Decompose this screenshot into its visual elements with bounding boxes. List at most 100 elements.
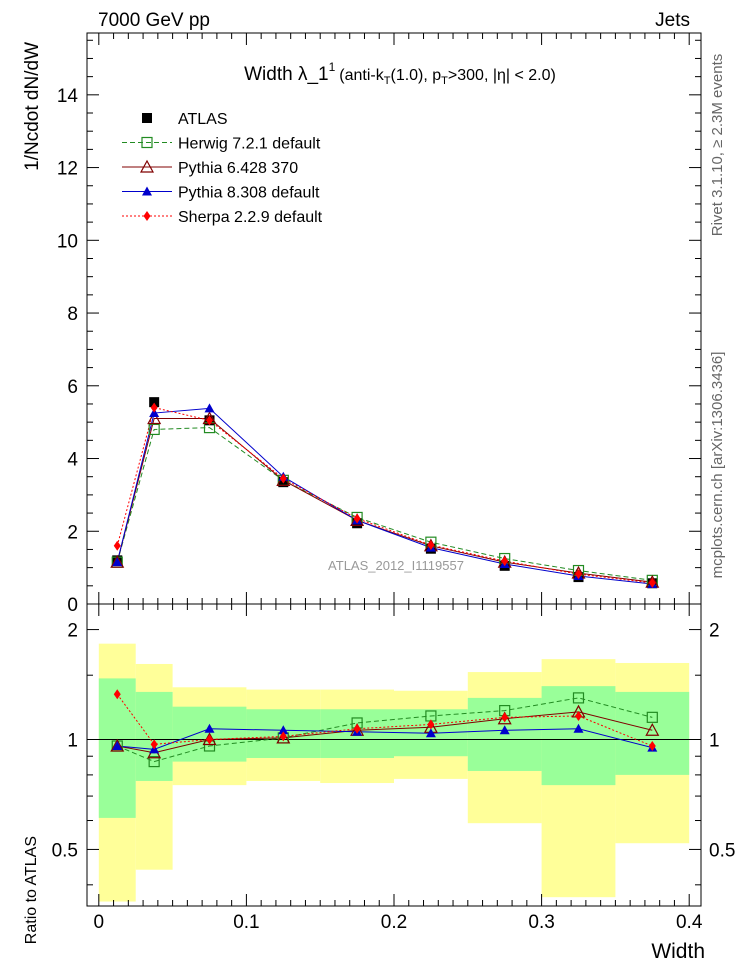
ratio-point-sherpa-2-2-9-default <box>279 731 287 742</box>
ratio-point-sherpa-2-2-9-default <box>206 734 214 745</box>
plot-title-main: Width λ_1 <box>244 64 328 85</box>
legend-marker <box>143 211 151 221</box>
source-label: mcplots.cern.ch [arXiv:1306.3436] <box>709 352 726 579</box>
ratio-plot-area <box>87 689 701 768</box>
main-y-axis: 0 2 4 6 8 10 12 14 <box>57 39 701 616</box>
x-axis-title: Width <box>651 940 705 963</box>
main-y-tick-label: 6 <box>67 377 78 398</box>
main-point-sherpa-2-2-9-default <box>353 513 361 524</box>
ratio-point-pythia-8-308-default <box>278 725 289 735</box>
plot-title-p3: >300, |η| < 2.0) <box>448 67 556 84</box>
legend-marker <box>142 186 152 196</box>
plot-title-p1: (anti-k <box>339 67 384 84</box>
main-ylabel: 1/Ncdot dN/dW <box>22 42 43 171</box>
legend-label: Pythia 8.308 default <box>178 185 320 202</box>
ratio-y-axis: 0.5 0.5 1 1 2 2 <box>52 621 735 886</box>
main-point-atlas <box>149 397 160 408</box>
ratio-point-herwig-7-2-1-default <box>148 755 160 768</box>
band-statistical <box>615 691 690 775</box>
process-label: Jets <box>655 10 690 31</box>
main-point-pythia-8-308-default <box>112 557 123 567</box>
main-line-herwig-7-2-1-default <box>116 427 653 581</box>
ratio-uncertainty-bands <box>98 643 690 902</box>
ratio-point-sherpa-2-2-9-default <box>501 712 509 723</box>
ratio-point-sherpa-2-2-9-default <box>113 689 121 700</box>
legend-item-atlas: ATLAS <box>142 111 228 128</box>
main-point-pythia-6-428-370 <box>147 411 162 425</box>
ratio-y-tick-label-right: 2 <box>709 621 720 642</box>
main-point-sherpa-2-2-9-default <box>648 577 656 588</box>
ratio-point-pythia-6-428-370 <box>276 730 291 744</box>
x-axis: 0 0.1 0.2 0.3 0.4 <box>94 33 703 933</box>
ratio-ylabel: Ratio to ATLAS <box>23 836 40 944</box>
x-tick-label: 0.2 <box>381 912 407 933</box>
main-plot-area <box>110 397 660 589</box>
ratio-point-sherpa-2-2-9-default <box>427 719 435 730</box>
ratio-point-sherpa-2-2-9-default <box>574 710 582 721</box>
main-point-sherpa-2-2-9-default <box>150 402 158 413</box>
plot-title-sub2: T <box>441 75 448 87</box>
main-y-tick-label: 4 <box>67 450 78 471</box>
main-point-herwig-7-2-1-default <box>148 423 160 436</box>
analysis-watermark: ATLAS_2012_I1119557 <box>328 558 464 573</box>
ratio-point-pythia-6-428-370 <box>645 723 660 736</box>
ratio-point-sherpa-2-2-9-default <box>648 740 656 751</box>
main-point-sherpa-2-2-9-default <box>501 556 509 567</box>
ratio-point-pythia-8-308-default <box>112 740 123 750</box>
ratio-point-pythia-8-308-default <box>425 728 436 738</box>
ratio-point-sherpa-2-2-9-default <box>353 723 361 734</box>
main-y-tick-label: 8 <box>67 304 78 325</box>
ratio-point-herwig-7-2-1-default <box>646 711 658 723</box>
main-line-sherpa-2-2-9-default <box>116 407 653 584</box>
main-point-pythia-8-308-default <box>204 403 215 413</box>
ratio-y-tick-label: 1 <box>67 731 78 752</box>
legend-marker <box>141 136 153 149</box>
main-y-tick-label: 14 <box>57 86 79 107</box>
x-tick-label: 0.3 <box>528 912 554 933</box>
legend-label: Pythia 6.428 370 <box>178 160 298 177</box>
band-statistical <box>467 697 542 771</box>
legend: ATLAS Herwig 7.2.1 default Pythia 6.428 37… <box>122 111 323 226</box>
ratio-point-herwig-7-2-1-default <box>572 692 585 704</box>
plot-title: Width λ_11 (anti-kT(1.0), pT>300, |η| < 2… <box>244 60 556 87</box>
ratio-point-pythia-6-428-370 <box>497 711 512 725</box>
main-y-tick-label: 10 <box>57 231 78 252</box>
ratio-y-tick-label: 0.5 <box>52 840 78 861</box>
plot-title-p2: (1.0), p <box>390 67 441 84</box>
main-point-sherpa-2-2-9-default <box>279 473 287 484</box>
main-point-sherpa-2-2-9-default <box>427 540 435 551</box>
main-point-sherpa-2-2-9-default <box>206 415 214 426</box>
ratio-y-tick-label-right: 0.5 <box>709 840 735 861</box>
legend-item-pythia-6-428-370: Pythia 6.428 370 <box>122 159 298 177</box>
main-y-tick-label: 2 <box>67 522 78 543</box>
legend-item-sherpa-2-2-9-default: Sherpa 2.2.9 default <box>122 209 323 226</box>
legend-marker <box>142 113 152 123</box>
ratio-point-pythia-8-308-default <box>573 723 584 733</box>
main-point-pythia-6-428-370 <box>110 554 125 568</box>
ratio-point-pythia-8-308-default <box>204 723 215 733</box>
main-point-sherpa-2-2-9-default <box>574 569 582 580</box>
main-y-tick-label: 12 <box>57 159 78 180</box>
x-tick-label: 0.1 <box>233 912 259 933</box>
band-statistical <box>135 691 173 781</box>
ratio-y-tick-label: 2 <box>67 621 78 642</box>
main-point-pythia-6-428-370 <box>350 513 365 526</box>
legend-label: Herwig 7.2.1 default <box>178 136 321 153</box>
rivet-label: Rivet 3.1.10, ≥ 2.3M events <box>709 54 726 237</box>
plot-title-sup: 1 <box>329 60 336 74</box>
legend-label: ATLAS <box>178 111 228 128</box>
ratio-point-pythia-8-308-default <box>499 725 510 735</box>
ratio-point-sherpa-2-2-9-default <box>150 739 158 750</box>
legend-marker <box>139 159 155 173</box>
ratio-y-tick-label-right: 1 <box>709 731 720 752</box>
legend-label: Sherpa 2.2.9 default <box>178 209 323 226</box>
x-tick-label: 0.4 <box>676 912 703 933</box>
main-y-tick-label: 0 <box>67 595 78 616</box>
legend-item-herwig-7-2-1-default: Herwig 7.2.1 default <box>122 136 321 153</box>
x-tick-label: 0 <box>94 912 105 933</box>
ratio-line-herwig-7-2-1-default <box>117 697 653 763</box>
main-point-sherpa-2-2-9-default <box>113 540 121 551</box>
ratio-point-pythia-6-428-370 <box>110 738 125 752</box>
legend-item-pythia-8-308-default: Pythia 8.308 default <box>122 185 320 202</box>
